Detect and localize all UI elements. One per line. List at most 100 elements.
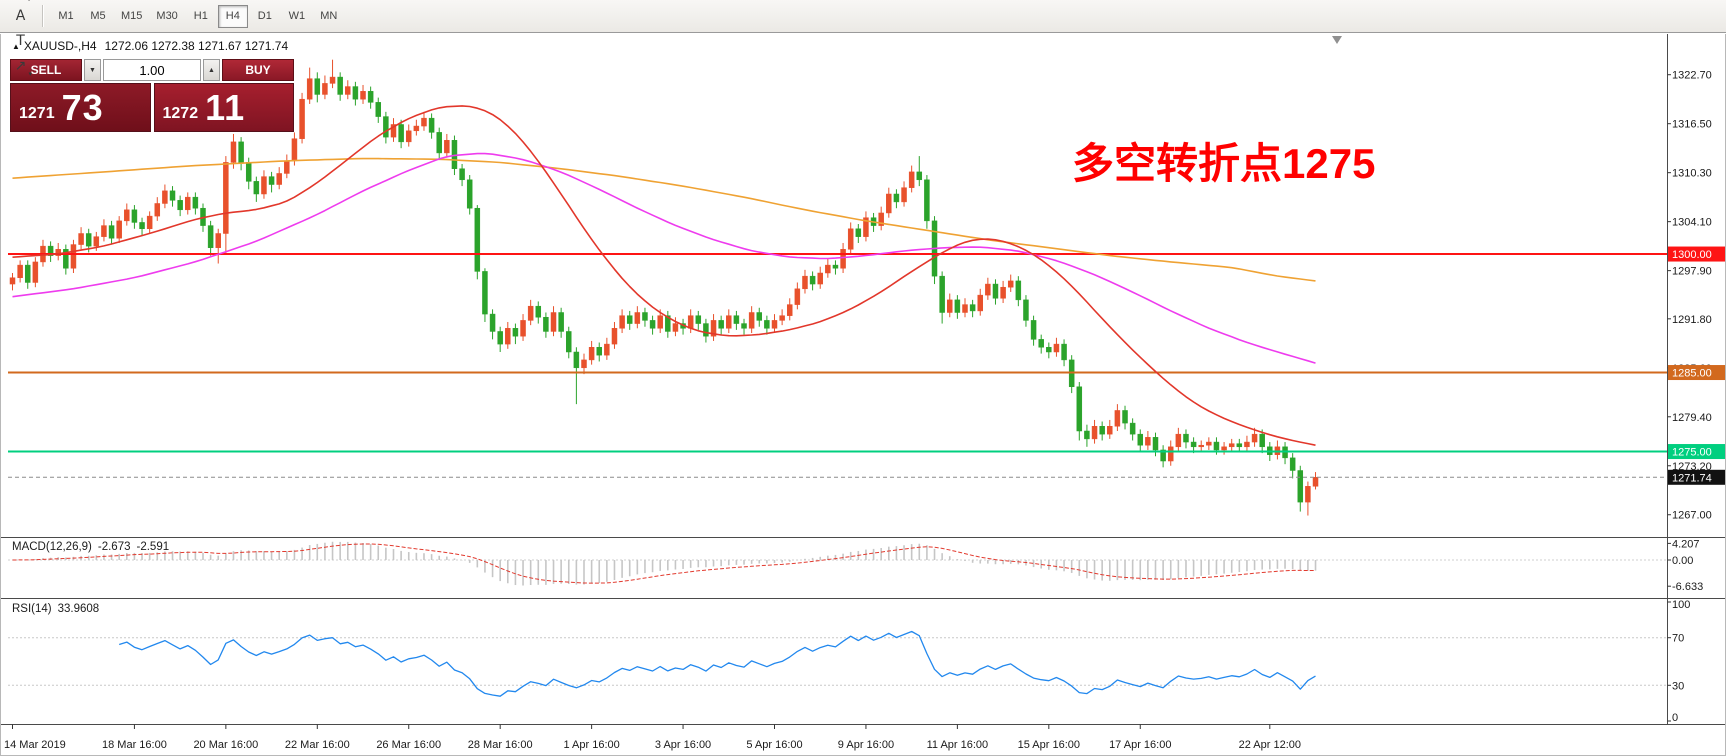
timeframe-w1-button[interactable]: W1 [282,5,312,28]
candle-body [162,190,168,204]
candle-body [177,200,183,211]
candle-body [139,222,145,230]
candle-body [947,299,953,313]
candle-body [1213,441,1220,451]
candle-body [1007,280,1014,288]
candle-body [1312,477,1319,487]
candle-body [596,347,602,356]
chart-shift-marker-icon[interactable] [1332,36,1342,44]
candle-body [802,275,808,290]
text-label-tool-icon[interactable]: A [7,4,34,29]
candle-body [855,228,862,237]
candle-body [809,275,816,285]
one-click-trading-panel: SELL ▼ ▲ BUY 1271 73 1272 11 [10,59,294,132]
candle-body [710,320,717,337]
candle-body [421,117,427,127]
lot-decrement-button[interactable]: ▼ [84,59,101,81]
lot-size-input[interactable] [103,59,201,81]
candle-body [337,76,343,95]
candle-body [1175,433,1182,448]
rsi-indicator-label: RSI(14) 33.9608 [12,603,99,615]
timeframe-m5-button[interactable]: M5 [83,5,113,28]
candle-body [306,78,313,100]
candle-body [969,304,976,312]
candle-body [649,320,656,329]
candle-body [70,244,77,269]
candle-body [108,225,115,239]
timeframe-d1-button[interactable]: D1 [250,5,280,28]
candle-body [847,228,854,250]
candle-body [413,125,420,132]
arrow-draw-tool-icon[interactable]: ↗ ▾ [7,54,34,79]
price-axis-label: 1297.90 [1672,266,1712,278]
collapse-triangle-icon[interactable]: ▲ [12,42,20,51]
buy-price-main: 1272 [162,104,199,122]
candle-body [665,315,671,332]
candle-body [1137,433,1144,446]
rsi-axis-label: 30 [1672,680,1684,692]
macd-signal-value: -2.591 [136,541,170,553]
candle-body [794,288,801,305]
timeframe-m30-button[interactable]: M30 [150,5,183,28]
candle-body [695,315,702,324]
candle-body [314,78,321,95]
candle-body [17,264,23,278]
candle-body [375,102,382,117]
candle-body [185,196,191,211]
candle-body [954,299,961,313]
candle-body [101,225,107,237]
timeframe-mn-button[interactable]: MN [314,5,344,28]
candle-body [703,323,709,337]
indicator-list-tool-icon[interactable]: ▤F [7,0,34,4]
timeframe-m15-button[interactable]: M15 [115,5,148,28]
timeframe-m1-button[interactable]: M1 [51,5,81,28]
candle-body [764,320,770,329]
candle-body [619,315,625,329]
candle-body [1289,457,1296,471]
candle-body [1046,347,1052,353]
rsi-line [119,630,1316,697]
candle-body [1084,430,1090,440]
candle-body [558,312,564,332]
candle-body [840,249,846,269]
buy-button[interactable]: BUY [222,59,294,81]
chart-annotation-text: 多空转折点1275 [1072,140,1376,187]
sell-price-box[interactable]: 1271 73 [10,83,151,132]
candle-body [1038,339,1044,348]
candle-body [535,305,542,318]
candle-body [1167,446,1174,462]
candle-body [383,116,389,138]
time-axis-label: 28 Mar 16:00 [468,739,533,751]
macd-axis-label: 4.207 [1672,538,1700,550]
candle-body [390,124,397,138]
candle-body [825,264,831,274]
candle-body [1099,426,1105,435]
candle-body [634,312,641,324]
lot-increment-button[interactable]: ▲ [203,59,220,81]
price-axis-label: 1316.50 [1672,119,1712,131]
timeframe-h1-button[interactable]: H1 [186,5,216,28]
rsi-value: 33.9608 [57,603,100,615]
candle-body [939,275,945,313]
time-axis-label: 26 Mar 16:00 [376,739,441,751]
timeframe-h4-button[interactable]: H4 [217,4,248,28]
macd-signal-line [12,543,1316,584]
symbol-header: ▲ XAUUSD-,H4 1272.06 1272.38 1271.67 1271.… [12,39,288,53]
candle-body [352,86,359,100]
buy-price-box[interactable]: 1272 11 [153,83,294,132]
candle-body [566,331,572,353]
candle-body [55,249,61,256]
sell-button[interactable]: SELL [10,59,82,81]
candle-body [832,264,839,269]
candle-body [886,193,892,214]
candle-body [85,233,92,247]
candle-body [489,313,496,332]
time-axis-label: 18 Mar 16:00 [102,739,167,751]
text-box-tool-icon[interactable]: T [7,29,34,54]
candle-body [154,203,161,217]
candle-body [1030,320,1037,340]
candle-body [901,187,907,203]
candle-body [672,323,679,332]
candle-body [124,209,130,222]
price-axis-label: 1310.30 [1672,168,1712,180]
